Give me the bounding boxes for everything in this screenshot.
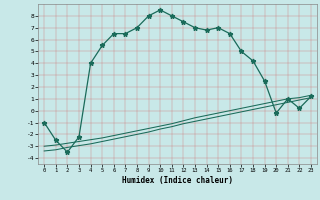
X-axis label: Humidex (Indice chaleur): Humidex (Indice chaleur) bbox=[122, 176, 233, 185]
